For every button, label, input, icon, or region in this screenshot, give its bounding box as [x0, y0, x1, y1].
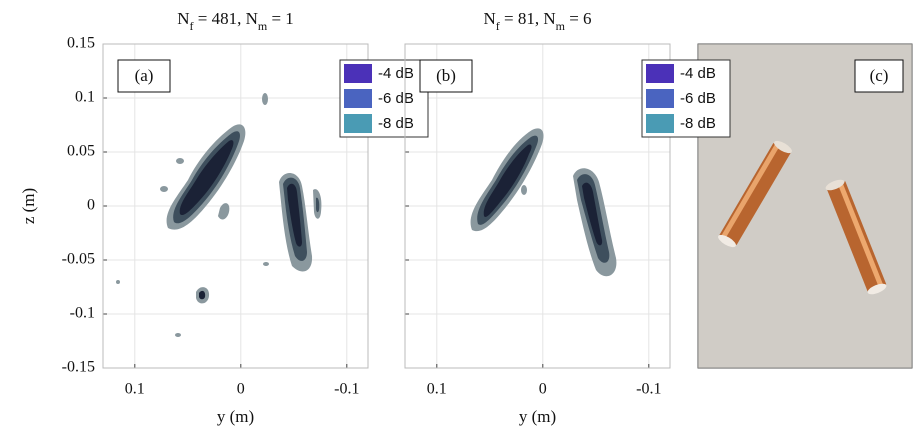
- title-part: m: [258, 19, 268, 33]
- panel-label-box: [117, 59, 171, 93]
- y-tick-label: -0.05: [62, 251, 95, 268]
- legend-label: -4 dB: [680, 65, 716, 82]
- annotation-layer: -0.15 -0.1 -0.05 0 0.05 0.1 0.15 0.1 0 -0.1 Nf = 4…: [19, 9, 731, 426]
- legend-swatch: [344, 89, 372, 108]
- y-tick-label: 0.15: [67, 35, 95, 52]
- x-tick-label: -0.1: [636, 381, 661, 398]
- legend-label: -6 dB: [680, 90, 716, 107]
- legend-swatch: [344, 114, 372, 133]
- title-part: f: [496, 19, 500, 33]
- legend-label: -8 dB: [680, 115, 716, 132]
- title-part: = 6: [565, 9, 592, 28]
- panel-label: (b): [436, 66, 456, 85]
- title-part: N: [177, 9, 189, 28]
- plot-frame: [102, 43, 369, 369]
- title-part: = 481, N: [193, 9, 257, 28]
- x-tick-label: 0.1: [427, 381, 447, 398]
- y-tick-label: 0: [87, 197, 95, 214]
- y-axis-label: z (m): [19, 188, 38, 224]
- title-part: m: [556, 19, 566, 33]
- legend-swatch: [646, 64, 674, 83]
- title-part: N: [483, 9, 495, 28]
- plot-frame: [404, 43, 671, 369]
- x-tick-label: 0: [539, 381, 547, 398]
- panel-label: (a): [135, 66, 154, 85]
- x-tick-label: 0: [237, 381, 245, 398]
- x-axis-label: y (m): [519, 407, 556, 426]
- y-tick-label: 0.05: [67, 143, 95, 160]
- y-tick-label: 0.1: [75, 89, 95, 106]
- legend-swatch: [646, 114, 674, 133]
- y-tick-label: -0.15: [62, 359, 95, 376]
- legend-swatch: [646, 89, 674, 108]
- chart-title: Nf = 81, Nm = 6: [483, 9, 591, 33]
- x-tick-label: -0.1: [334, 381, 359, 398]
- contours: [470, 128, 617, 277]
- x-axis-label: y (m): [217, 407, 254, 426]
- photo: (c): [697, 43, 913, 369]
- legend-swatch: [344, 64, 372, 83]
- x-tick-label: 0.1: [125, 381, 145, 398]
- contours: [116, 93, 322, 337]
- title-part: = 81, N: [500, 9, 556, 28]
- legend-label: -8 dB: [378, 115, 414, 132]
- y-tick-label: -0.1: [70, 305, 95, 322]
- title-part: = 1: [267, 9, 294, 28]
- panel-label: (c): [870, 66, 889, 85]
- chart-title: Nf = 481, Nm = 1: [177, 9, 294, 33]
- title-part: f: [189, 19, 193, 33]
- legend-label: -4 dB: [378, 65, 414, 82]
- panel-label-box: [419, 59, 473, 93]
